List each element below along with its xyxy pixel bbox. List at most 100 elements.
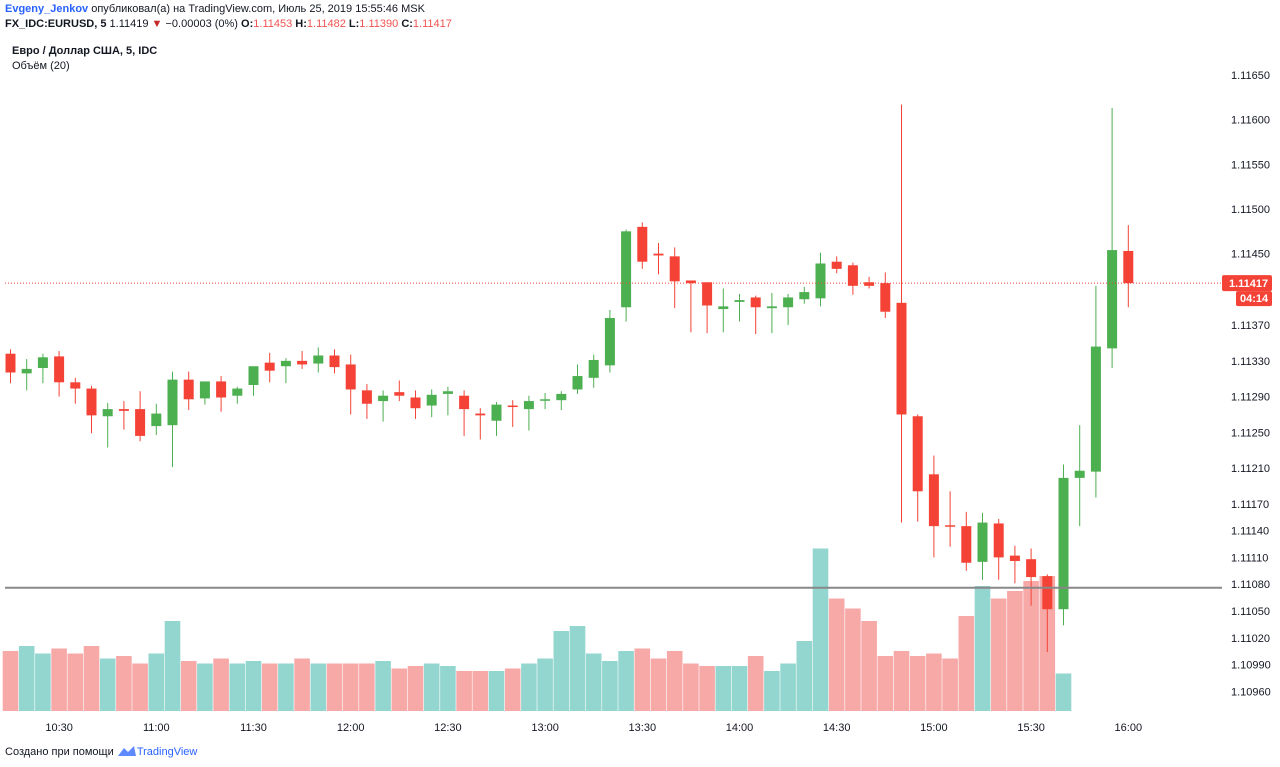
candle-body <box>475 413 486 416</box>
volume-bar <box>213 658 229 711</box>
change-value: −0.00003 (0%) <box>165 18 238 30</box>
footer-brand[interactable]: TradingView <box>136 746 198 758</box>
x-tick-label: 11:30 <box>240 722 267 734</box>
candle <box>151 403 162 436</box>
candle <box>426 389 437 418</box>
candle <box>378 390 389 422</box>
candle-body <box>669 256 680 282</box>
candle <box>734 293 745 322</box>
volume-bar <box>553 631 570 711</box>
volume-bar <box>845 608 861 711</box>
author-link[interactable]: Evgeny_Jenkov <box>5 3 89 15</box>
volume-bar <box>164 621 181 711</box>
candle <box>799 286 810 304</box>
y-tick-label: 1.11500 <box>1231 204 1270 216</box>
volume-bar <box>35 653 51 711</box>
y-tick-label: 1.11370 <box>1231 320 1270 332</box>
volume-bar <box>828 598 845 711</box>
candle <box>621 229 632 322</box>
candle-body <box>621 231 632 308</box>
y-tick-label: 1.11290 <box>1231 392 1270 404</box>
candle <box>685 280 696 333</box>
candle <box>361 384 372 419</box>
volume-bar <box>537 658 553 711</box>
volume-bar <box>132 663 148 711</box>
candle-body <box>912 416 923 492</box>
candle <box>345 354 356 415</box>
volume-bar <box>764 671 780 711</box>
volume-bar <box>359 663 375 711</box>
high-label: H: <box>295 18 307 30</box>
x-tick-label: 14:00 <box>726 722 754 734</box>
volume-bar <box>67 653 84 711</box>
candle <box>410 390 421 419</box>
close-label: C: <box>401 18 413 30</box>
candle-body <box>5 353 16 373</box>
candle-body <box>1058 477 1069 610</box>
candle <box>1058 464 1069 626</box>
candle-body <box>410 397 421 409</box>
candle <box>604 309 615 373</box>
candle-body <box>977 522 988 562</box>
volume-bar <box>472 671 489 711</box>
candle-body <box>702 282 713 306</box>
volume-bar <box>2 651 19 711</box>
open-label: O: <box>241 18 254 30</box>
candle <box>248 366 259 396</box>
y-tick-label: 1.11250 <box>1231 427 1270 439</box>
candle-body <box>604 317 615 366</box>
candle-body <box>799 292 810 300</box>
x-tick-label: 10:30 <box>45 722 73 734</box>
candle <box>572 364 583 394</box>
low-value: 1.11390 <box>359 18 399 30</box>
volume-bar <box>99 658 116 711</box>
volume-bar <box>1023 581 1039 711</box>
symbol-label: FX_IDC:EURUSD, 5 <box>5 18 107 30</box>
candle-body <box>313 355 324 364</box>
volume-bar <box>456 671 472 711</box>
candle <box>232 386 243 404</box>
candle <box>118 401 129 430</box>
candle <box>783 293 794 326</box>
candle-body <box>345 364 356 390</box>
candle <box>5 349 16 384</box>
y-tick-label: 1.11170 <box>1231 499 1269 511</box>
x-tick-label: 13:00 <box>531 722 559 734</box>
series-legend[interactable]: Евро / Доллар США, 5, IDC <box>12 45 158 57</box>
volume-bar <box>197 663 213 711</box>
candle-body <box>394 392 405 396</box>
candle-body <box>945 525 956 527</box>
candle <box>70 377 81 404</box>
volume-bar <box>974 586 991 711</box>
candle <box>1090 285 1101 498</box>
candle-body <box>961 526 972 563</box>
candle-body <box>491 404 502 421</box>
candle-body <box>459 395 470 410</box>
volume-legend[interactable]: Объём (20) <box>12 60 70 72</box>
candle-body <box>507 405 518 408</box>
x-tick-label: 12:00 <box>337 722 365 734</box>
candle-body <box>1042 576 1053 610</box>
volume-bar <box>521 663 537 711</box>
candle-body <box>993 523 1004 558</box>
x-tick-label: 16:00 <box>1115 722 1143 734</box>
y-tick-label: 1.10990 <box>1231 660 1271 672</box>
candle-body <box>118 409 129 411</box>
candle-body <box>329 355 340 368</box>
candle <box>880 272 891 318</box>
volume-bar <box>618 651 634 711</box>
candle <box>167 371 178 468</box>
close-value: 1.11417 <box>412 18 452 30</box>
candle-body <box>86 388 97 416</box>
tradingview-logo-icon <box>117 746 136 756</box>
x-tick-label: 12:30 <box>434 722 462 734</box>
ohlc-header: FX_IDC:EURUSD, 5 1.11419 ▼ −0.00003 (0%)… <box>5 18 452 30</box>
candle-body <box>847 265 858 286</box>
countdown-label: 04:14 <box>1240 293 1269 305</box>
y-tick-label: 1.11020 <box>1231 633 1270 645</box>
volume-bar <box>261 663 278 711</box>
volume-bar <box>504 668 521 711</box>
candle-body <box>361 390 372 404</box>
volume-bar <box>342 663 359 711</box>
